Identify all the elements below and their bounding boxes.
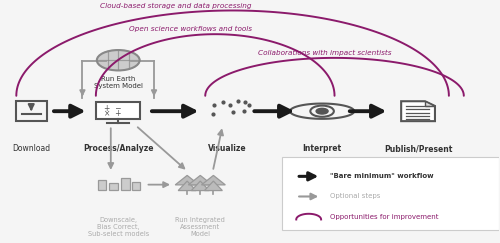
Polygon shape	[425, 101, 435, 106]
Text: Cloud-based storage and data processing: Cloud-based storage and data processing	[100, 2, 251, 9]
Text: +  −: + −	[104, 104, 121, 113]
Circle shape	[316, 108, 328, 114]
Text: Downscale,
Bias Correct,
Sub-select models: Downscale, Bias Correct, Sub-select mode…	[88, 217, 149, 237]
FancyBboxPatch shape	[96, 102, 140, 119]
FancyBboxPatch shape	[282, 157, 498, 230]
Text: Download: Download	[12, 144, 51, 153]
Text: Interpret: Interpret	[302, 144, 342, 153]
FancyBboxPatch shape	[132, 182, 140, 190]
Text: Open science workflows and tools: Open science workflows and tools	[129, 26, 252, 32]
Text: Optional steps: Optional steps	[330, 193, 380, 200]
Text: Opportunities for improvement: Opportunities for improvement	[330, 214, 438, 220]
Text: "Bare minimum" workflow: "Bare minimum" workflow	[330, 173, 433, 179]
FancyBboxPatch shape	[98, 180, 106, 190]
Polygon shape	[175, 175, 199, 185]
Text: Process/Analyze: Process/Analyze	[83, 144, 154, 153]
Text: ×  +: × +	[104, 109, 121, 118]
Polygon shape	[192, 181, 209, 191]
Polygon shape	[178, 181, 196, 191]
Circle shape	[97, 50, 140, 70]
Text: Publish/Present: Publish/Present	[384, 144, 452, 153]
Text: Run Earth
System Model: Run Earth System Model	[94, 76, 142, 89]
Polygon shape	[401, 101, 435, 121]
Polygon shape	[202, 175, 226, 185]
Polygon shape	[188, 175, 212, 185]
Text: Collaborations with impact scientists: Collaborations with impact scientists	[258, 50, 392, 56]
Text: Run Integrated
Assessment
Model: Run Integrated Assessment Model	[176, 217, 225, 237]
Polygon shape	[204, 181, 222, 191]
Text: Visualize: Visualize	[208, 144, 247, 153]
FancyBboxPatch shape	[110, 183, 118, 190]
FancyBboxPatch shape	[121, 178, 130, 190]
